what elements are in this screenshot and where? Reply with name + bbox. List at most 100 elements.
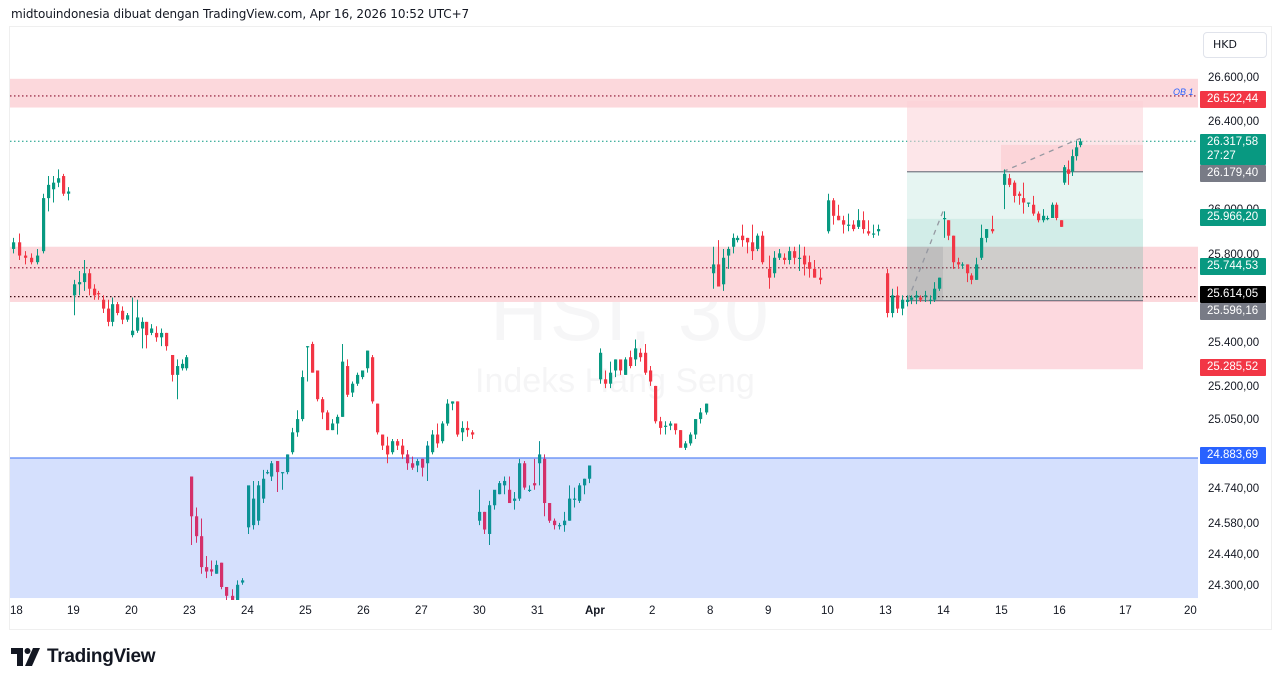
candle-up bbox=[985, 229, 989, 238]
candle-down bbox=[629, 357, 633, 367]
candle-down bbox=[386, 445, 390, 455]
candle-down bbox=[436, 434, 440, 444]
candle-up bbox=[296, 419, 300, 433]
price-level-tag: 26.522,44 bbox=[1200, 91, 1266, 108]
candle-up bbox=[732, 237, 736, 247]
candle-up bbox=[451, 401, 455, 404]
candle-up bbox=[83, 273, 87, 283]
bar-countdown: 27:27 bbox=[1207, 150, 1236, 162]
candle-up bbox=[181, 363, 185, 369]
price-level-tag: 25.614,05 bbox=[1200, 286, 1266, 303]
candle-up bbox=[756, 235, 760, 249]
candle-up bbox=[891, 295, 895, 314]
candle-down bbox=[508, 489, 512, 504]
candle-down bbox=[644, 352, 648, 373]
candle-up bbox=[441, 423, 445, 442]
price-level-tag: 26.317,58 27:27 bbox=[1200, 134, 1266, 165]
candlestick-chart[interactable] bbox=[10, 27, 1198, 600]
time-tick-label: 18 bbox=[10, 605, 23, 617]
candle-down bbox=[543, 458, 547, 504]
candle-down bbox=[1067, 169, 1071, 174]
candle-up bbox=[614, 359, 618, 371]
candle-up bbox=[67, 191, 71, 194]
candle-down bbox=[210, 569, 214, 572]
candle-up bbox=[943, 218, 947, 220]
chart-pane[interactable]: HSI, 30 Indeks Hang Seng bbox=[10, 27, 1198, 600]
candle-down bbox=[867, 231, 871, 234]
candle-down bbox=[957, 262, 961, 265]
candle-down bbox=[471, 432, 475, 435]
candle-down bbox=[1055, 204, 1059, 219]
candle-up bbox=[578, 485, 582, 501]
time-tick-label: 23 bbox=[183, 605, 196, 617]
candle-down bbox=[97, 293, 101, 295]
candle-down bbox=[30, 257, 34, 263]
candle-up bbox=[1051, 204, 1055, 219]
candle-up bbox=[126, 315, 130, 320]
candle-up bbox=[336, 416, 340, 424]
candle-up bbox=[247, 485, 251, 528]
candle-down bbox=[659, 421, 663, 428]
candle-down bbox=[553, 520, 557, 526]
candle-down bbox=[102, 299, 106, 309]
candle-down bbox=[381, 434, 385, 446]
tradingview-logo[interactable]: TradingView bbox=[11, 646, 156, 668]
candle-down bbox=[107, 308, 111, 322]
candle-up bbox=[1063, 167, 1067, 183]
candle-down bbox=[813, 268, 817, 278]
candle-up bbox=[705, 403, 709, 413]
candle-down bbox=[654, 385, 658, 422]
candle-up bbox=[356, 374, 360, 384]
candle-up bbox=[57, 178, 61, 183]
position-target-zone bbox=[907, 100, 1143, 172]
tradingview-logo-icon bbox=[11, 648, 40, 666]
candle-down bbox=[371, 357, 375, 402]
candle-down bbox=[145, 321, 149, 336]
candle-up bbox=[933, 288, 937, 300]
candle-down bbox=[93, 288, 97, 296]
currency-button[interactable]: HKD bbox=[1203, 32, 1267, 58]
candle-up bbox=[1027, 202, 1031, 204]
price-tick-label: 25.200,00 bbox=[1208, 381, 1260, 394]
price-tick-label: 26.600,00 bbox=[1208, 71, 1260, 84]
candle-up bbox=[722, 257, 726, 285]
candle-down bbox=[88, 273, 92, 289]
candle-up bbox=[478, 511, 482, 521]
candle-down bbox=[808, 262, 812, 269]
candle-down bbox=[751, 242, 755, 252]
price-level-tag: 25.596,16 bbox=[1200, 303, 1266, 320]
price-tick-label: 24.740,00 bbox=[1208, 482, 1260, 495]
candle-up bbox=[699, 412, 703, 420]
candle-up bbox=[257, 485, 261, 521]
candle-down bbox=[886, 273, 890, 314]
candle-down bbox=[803, 255, 807, 265]
candle-down bbox=[966, 264, 970, 274]
candle-down bbox=[190, 476, 194, 517]
candle-down bbox=[62, 176, 66, 194]
candle-up bbox=[857, 220, 861, 227]
candle-up bbox=[366, 350, 370, 369]
candle-up bbox=[215, 564, 219, 574]
candle-down bbox=[1037, 213, 1041, 221]
candle-up bbox=[901, 299, 905, 309]
candle-up bbox=[426, 445, 430, 464]
price-tick-label: 24.440,00 bbox=[1208, 549, 1260, 562]
order-block-label[interactable]: OB 1 bbox=[1173, 87, 1194, 97]
candle-up bbox=[431, 434, 435, 453]
candle-down bbox=[533, 483, 537, 486]
candle-down bbox=[717, 264, 721, 287]
candle-up bbox=[528, 489, 532, 491]
candle-down bbox=[1060, 220, 1064, 227]
time-tick-label: 9 bbox=[765, 605, 772, 617]
price-tick-label: 25.800,00 bbox=[1208, 248, 1260, 261]
time-tick-label: 25 bbox=[299, 605, 312, 617]
candle-up bbox=[416, 461, 420, 466]
candle-down bbox=[832, 200, 836, 216]
candle-up bbox=[160, 332, 164, 338]
candle-up bbox=[568, 498, 572, 521]
candle-up bbox=[331, 423, 335, 431]
time-tick-label: 14 bbox=[937, 605, 950, 617]
candle-down bbox=[121, 310, 125, 320]
candle-up bbox=[1079, 141, 1083, 146]
candle-up bbox=[624, 359, 628, 375]
